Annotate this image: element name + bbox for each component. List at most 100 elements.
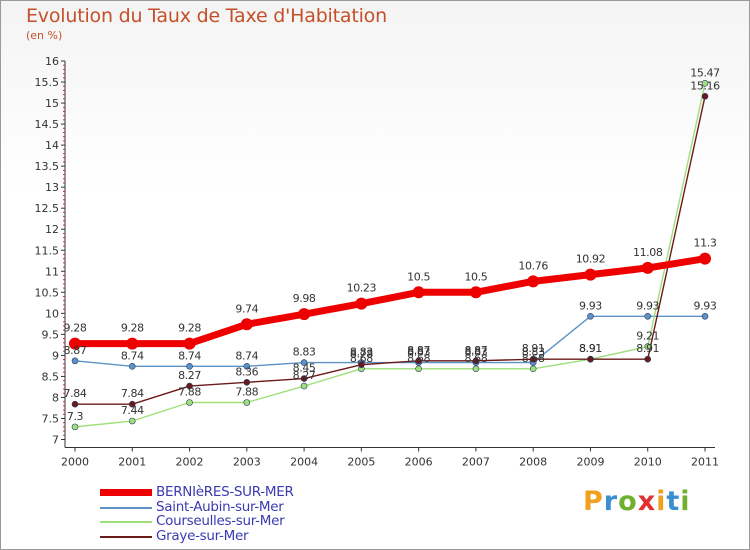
data-label: 10.92 (576, 253, 606, 266)
data-point (529, 365, 537, 373)
data-point (298, 308, 311, 321)
data-point (243, 379, 251, 386)
y-tick-label: 16 (45, 55, 59, 68)
data-point (186, 363, 193, 370)
logo-letter: r (603, 486, 619, 517)
data-label: 8.87 (464, 344, 487, 357)
x-tick-label: 2008 (519, 456, 547, 469)
data-point (527, 275, 540, 288)
data-label: 8.36 (235, 365, 258, 378)
y-tick-label: 11.5 (35, 244, 60, 257)
x-tick-label: 2010 (634, 456, 662, 469)
data-point (358, 361, 365, 368)
legend-label: Saint-Aubin-sur-Mer (156, 498, 284, 515)
data-label: 9.93 (694, 299, 717, 312)
data-label: 9.21 (636, 330, 659, 343)
data-label: 8.83 (407, 346, 430, 359)
y-tick-label: 10 (45, 307, 59, 320)
data-point (415, 357, 422, 365)
x-tick-label: 2001 (118, 456, 146, 469)
data-point (587, 312, 594, 320)
data-point (644, 355, 652, 363)
data-point (701, 312, 709, 320)
data-label: 7.84 (121, 387, 144, 400)
data-label: 7.3 (67, 410, 84, 423)
logo-letter: P (583, 486, 604, 517)
data-label: 9.28 (178, 322, 201, 335)
data-point (472, 365, 480, 373)
data-label: 8.68 (407, 352, 430, 365)
data-point (412, 286, 425, 299)
data-label: 7.44 (121, 404, 144, 417)
logo-letter: i (656, 486, 667, 517)
data-label: 8.68 (350, 352, 373, 365)
data-point (355, 297, 368, 310)
data-label: 8.91 (522, 342, 545, 355)
data-label: 8.74 (235, 349, 258, 362)
data-label: 11.08 (633, 246, 663, 259)
data-label: 7.88 (178, 385, 201, 398)
y-tick-label: 9 (52, 349, 59, 362)
data-point (701, 79, 709, 87)
y-tick-label: 15 (45, 97, 59, 110)
series-line (74, 95, 706, 405)
x-tick-label: 2003 (233, 456, 261, 469)
data-point (472, 357, 480, 365)
data-label: 15.16 (690, 79, 720, 92)
x-tick-label: 2009 (576, 456, 604, 469)
x-tick-label: 2004 (290, 456, 318, 469)
data-point (529, 355, 537, 363)
y-tick-label: 14 (45, 139, 59, 152)
x-tick-label: 2006 (405, 456, 433, 469)
data-label: 7.84 (64, 387, 87, 400)
data-label: 8.45 (293, 362, 316, 375)
data-point (644, 312, 652, 320)
data-point (300, 375, 308, 382)
logo-letter: x (637, 486, 657, 517)
y-tick-label: 8.5 (42, 370, 60, 383)
data-label: 8.68 (522, 352, 545, 365)
data-label: 10.5 (407, 270, 430, 283)
legend-swatch (100, 506, 152, 509)
data-point (186, 382, 193, 390)
data-point (587, 355, 594, 363)
y-tick-label: 15.5 (35, 76, 60, 89)
logo-letter: t (666, 486, 681, 517)
legend-label: Courseulles-sur-Mer (156, 513, 285, 529)
data-label: 8.87 (407, 344, 430, 357)
data-label: 8.91 (636, 342, 659, 355)
legend-swatch (100, 521, 152, 523)
data-label: 9.28 (121, 322, 144, 335)
data-point (701, 93, 709, 100)
y-tick-label: 8 (52, 391, 59, 404)
data-point (126, 337, 139, 350)
proxiti-logo: Proxiti (583, 486, 691, 517)
data-label: 15.47 (690, 66, 720, 79)
x-tick-label: 2002 (176, 456, 204, 469)
y-tick-label: 14.5 (35, 118, 60, 131)
chart-subtitle: (en %) (26, 29, 63, 42)
data-label: 10.23 (347, 282, 377, 295)
data-point (128, 417, 136, 425)
legend-swatch-bar (100, 489, 152, 496)
data-label: 11.3 (694, 237, 717, 250)
data-label: 8.68 (464, 352, 487, 365)
y-tick-label: 10.5 (35, 286, 60, 299)
data-point (243, 399, 251, 406)
data-point (183, 337, 196, 350)
data-label: 9.28 (64, 322, 87, 335)
series-line (71, 255, 709, 348)
data-label: 9.98 (293, 292, 316, 305)
data-point (300, 382, 308, 390)
data-label: 8.91 (579, 342, 602, 355)
data-point (584, 268, 597, 281)
data-point (699, 252, 711, 265)
data-point (71, 357, 79, 365)
x-tick-label: 2007 (462, 456, 490, 469)
y-tick-label: 9.5 (42, 328, 60, 341)
data-point (71, 423, 79, 431)
data-label: 8.83 (350, 346, 373, 359)
data-label: 7.88 (235, 385, 258, 398)
data-point (644, 343, 652, 350)
